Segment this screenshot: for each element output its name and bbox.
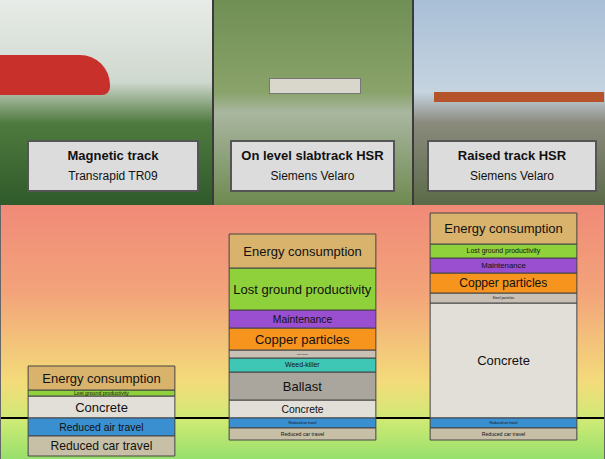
svg-text:Maintenance: Maintenance <box>481 261 526 270</box>
svg-text:Reduced car travel: Reduced car travel <box>482 431 526 437</box>
html-text:Transrapid TR09: Transrapid TR09 <box>68 169 158 183</box>
svg-text:Reduced air travel: Reduced air travel <box>489 421 517 425</box>
svg-text:Concrete: Concrete <box>477 353 530 368</box>
html-text:Raised track HSR: Raised track HSR <box>457 148 567 163</box>
svg-text:Steel particles: Steel particles <box>297 353 308 355</box>
svg-text:Concrete: Concrete <box>281 404 323 415</box>
svg-text:Ballast: Ballast <box>283 379 322 394</box>
svg-text:Energy consumption: Energy consumption <box>243 244 362 259</box>
svg-text:Energy consumption: Energy consumption <box>42 371 161 386</box>
html-text:Magnetic track: Magnetic track <box>67 148 159 163</box>
svg-text:Maintenance: Maintenance <box>273 314 333 325</box>
svg-text:Steel particles: Steel particles <box>493 296 515 300</box>
html-text:On level slabtrack HSR: On level slabtrack HSR <box>241 148 384 163</box>
svg-text:Reduced car travel: Reduced car travel <box>51 439 153 453</box>
svg-text:Lost ground productivity: Lost ground productivity <box>467 247 541 255</box>
svg-text:Copper particles: Copper particles <box>255 332 350 347</box>
html-text:Siemens Velaro: Siemens Velaro <box>270 169 355 183</box>
svg-text:Lost ground productivity: Lost ground productivity <box>74 390 129 396</box>
svg-text:Reduced air travel: Reduced air travel <box>59 422 143 433</box>
svg-text:Copper particles: Copper particles <box>459 276 547 290</box>
svg-text:Concrete: Concrete <box>75 400 128 415</box>
svg-text:Reduced car travel: Reduced car travel <box>281 431 325 437</box>
svg-text:Lost ground productivity: Lost ground productivity <box>233 282 372 297</box>
svg-text:Weed-killer: Weed-killer <box>285 361 320 368</box>
svg-text:Reduced air travel: Reduced air travel <box>288 421 316 425</box>
html-text:Siemens Velaro: Siemens Velaro <box>470 169 554 183</box>
svg-text:Energy consumption: Energy consumption <box>444 221 563 236</box>
